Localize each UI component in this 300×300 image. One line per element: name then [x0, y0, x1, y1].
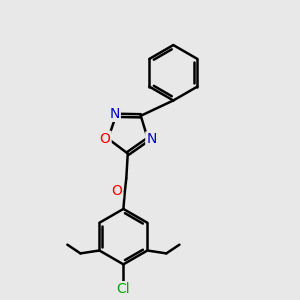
Text: O: O — [111, 184, 122, 198]
Text: O: O — [100, 132, 111, 146]
Text: N: N — [146, 132, 157, 146]
Text: Cl: Cl — [117, 282, 130, 296]
Text: N: N — [110, 107, 120, 121]
